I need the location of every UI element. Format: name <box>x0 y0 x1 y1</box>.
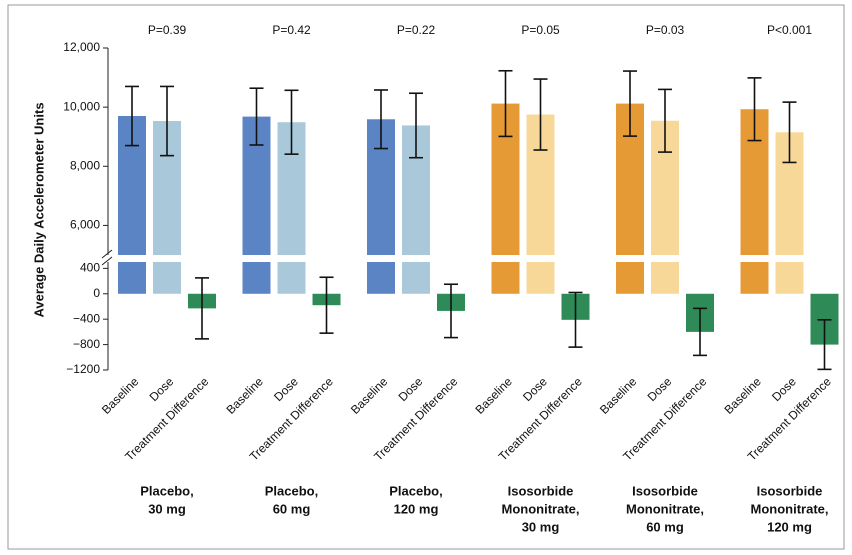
x-tick-label: Dose <box>769 374 799 404</box>
y-tick-label: 8,000 <box>70 158 100 172</box>
axis-break <box>101 256 113 266</box>
p-value: P=0.39 <box>148 23 187 37</box>
x-tick-label: Baseline <box>223 374 266 417</box>
group-label: 120 mg <box>394 501 439 516</box>
x-tick-label: Baseline <box>99 374 142 417</box>
y-tick-label: −400 <box>73 311 100 325</box>
bar-stub <box>277 262 306 294</box>
bar-stub <box>153 262 181 294</box>
bar-stub <box>775 262 804 294</box>
y-tick-label: −800 <box>73 337 100 351</box>
y-tick-label: 0 <box>93 286 100 300</box>
p-value: P=0.42 <box>272 23 311 37</box>
bar-stub <box>740 262 769 294</box>
group-label: 60 mg <box>273 501 311 516</box>
y-tick-label: 400 <box>80 261 100 275</box>
bar-stub <box>242 262 271 294</box>
y-tick-label: 12,000 <box>63 40 100 54</box>
bar-stub <box>402 262 430 294</box>
group-label: Mononitrate, <box>502 501 580 516</box>
group-label: 120 mg <box>767 519 812 534</box>
group-label: 30 mg <box>148 501 186 516</box>
x-tick-label: Dose <box>271 374 301 404</box>
p-value: P<0.001 <box>767 23 812 37</box>
bar-stub <box>367 262 395 294</box>
x-tick-label: Baseline <box>472 374 515 417</box>
group-label: 60 mg <box>646 519 684 534</box>
group-label: Placebo, <box>140 483 193 498</box>
group-label: Placebo, <box>265 483 318 498</box>
y-tick-label: 6,000 <box>70 218 100 232</box>
p-value: P=0.22 <box>397 23 436 37</box>
bar-stub <box>616 262 644 294</box>
group-label: Mononitrate, <box>751 501 829 516</box>
group-label: Isosorbide <box>508 483 574 498</box>
x-tick-label: Baseline <box>597 374 640 417</box>
y-tick-label: −1200 <box>66 362 100 376</box>
bar-stub <box>491 262 520 294</box>
frame <box>7 4 845 550</box>
axis-break <box>101 249 113 259</box>
group-label: Placebo, <box>389 483 442 498</box>
x-tick-label: Baseline <box>348 374 391 417</box>
group-label: Mononitrate, <box>626 501 704 516</box>
group-label: Isosorbide <box>757 483 823 498</box>
bar-stub <box>118 262 146 294</box>
x-tick-label: Baseline <box>721 374 764 417</box>
x-tick-label: Dose <box>645 374 675 404</box>
bar-stub <box>526 262 555 294</box>
p-value: P=0.03 <box>646 23 685 37</box>
y-tick-label: 10,000 <box>63 99 100 113</box>
p-value: P=0.05 <box>521 23 560 37</box>
bar-stub <box>651 262 679 294</box>
y-axis-title: Average Daily Accelerometer Units <box>31 102 46 317</box>
x-tick-label: Dose <box>147 374 177 404</box>
group-label: Isosorbide <box>632 483 698 498</box>
x-tick-label: Dose <box>520 374 550 404</box>
group-label: 30 mg <box>522 519 560 534</box>
x-tick-label: Dose <box>396 374 426 404</box>
